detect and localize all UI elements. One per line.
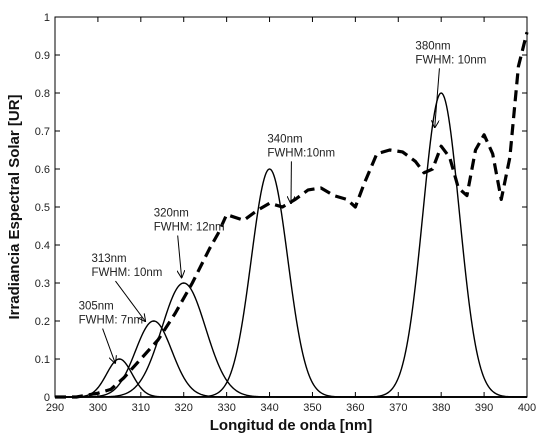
x-tick-label: 390 [475, 402, 493, 414]
x-tick-label: 350 [303, 402, 321, 414]
y-tick-label: 0 [44, 392, 50, 404]
annotation-label: FWHM: 10nm [415, 54, 486, 66]
annotation-label: FWHM: 12nm [154, 222, 225, 234]
y-tick-label: 0.9 [35, 50, 50, 62]
y-tick-label: 0.3 [35, 278, 50, 290]
x-tick-label: 320 [175, 402, 193, 414]
annotation-label: 340nm [267, 133, 302, 145]
y-tick-label: 1 [44, 12, 50, 24]
y-axis-title: Irradiancia Espectral Solar [UR] [6, 94, 23, 319]
annotation-label: 320nm [154, 208, 189, 220]
x-tick-label: 330 [217, 402, 235, 414]
y-tick-label: 0.5 [35, 202, 50, 214]
annotation-label: 305nm [79, 301, 114, 313]
x-tick-label: 400 [518, 402, 536, 414]
annotation-label: 380nm [415, 40, 450, 52]
x-tick-label: 300 [89, 402, 107, 414]
y-tick-label: 0.8 [35, 88, 50, 100]
x-tick-label: 310 [132, 402, 150, 414]
y-tick-label: 0.6 [35, 164, 50, 176]
y-tick-label: 0.1 [35, 354, 50, 366]
annotation-label: FWHM:10nm [267, 147, 335, 159]
y-tick-label: 0.4 [35, 240, 50, 252]
annotation-label: 313nm [91, 253, 126, 265]
y-tick-label: 0.2 [35, 316, 50, 328]
y-tick-label: 0.7 [35, 126, 50, 138]
annotation-label: FWHM: 10nm [91, 267, 162, 279]
x-axis-title: Longitud de onda [nm] [210, 417, 372, 434]
x-tick-label: 380 [432, 402, 450, 414]
annotation-label: FWHM: 7nm [79, 315, 144, 327]
x-tick-label: 340 [260, 402, 278, 414]
plot-area [55, 17, 527, 397]
x-tick-label: 370 [389, 402, 407, 414]
x-tick-label: 360 [346, 402, 364, 414]
